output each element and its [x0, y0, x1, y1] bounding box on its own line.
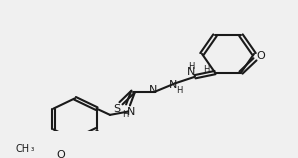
Text: H: H	[188, 62, 194, 71]
Text: O: O	[257, 51, 266, 61]
Text: H: H	[122, 109, 128, 118]
Text: N: N	[187, 67, 195, 77]
Text: N: N	[127, 106, 135, 117]
Text: H: H	[203, 65, 209, 74]
Text: S: S	[114, 104, 121, 114]
Text: O: O	[57, 150, 65, 158]
Text: CH: CH	[16, 144, 30, 154]
Text: ₃: ₃	[30, 144, 34, 153]
Text: N: N	[169, 80, 177, 90]
Text: H: H	[176, 85, 182, 94]
Text: N: N	[149, 85, 157, 95]
